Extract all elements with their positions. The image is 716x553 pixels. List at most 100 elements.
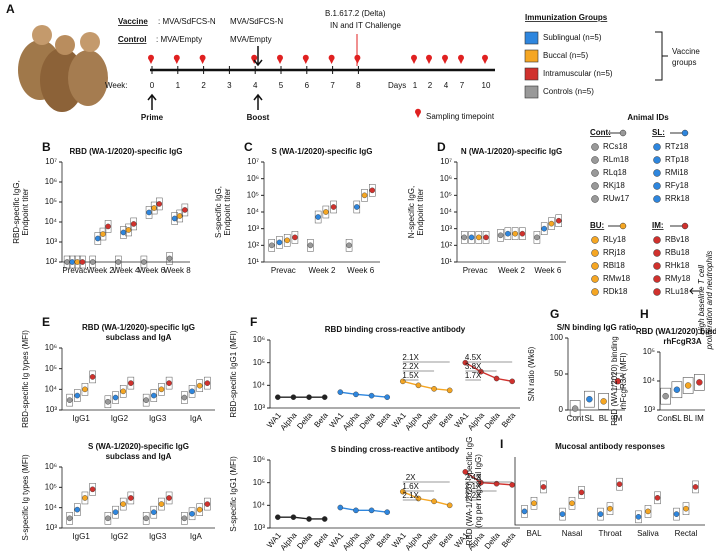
median-box xyxy=(578,486,585,499)
data-point xyxy=(478,368,484,375)
x-tick-label: Delta xyxy=(358,410,377,431)
data-point xyxy=(509,482,515,488)
data-point xyxy=(415,382,422,389)
series-line xyxy=(464,362,513,383)
data-point xyxy=(306,394,312,400)
y-tick-label: 10³ xyxy=(45,405,57,414)
data-point xyxy=(156,201,163,207)
animal-id: RHk18 xyxy=(665,261,690,270)
data-point xyxy=(696,379,703,386)
data-point xyxy=(150,392,157,399)
x-tick-label: Delta xyxy=(295,410,314,431)
day-number: 4 xyxy=(444,81,449,90)
sampling-marker xyxy=(251,54,258,64)
median-box xyxy=(519,227,526,240)
data-point xyxy=(105,223,111,230)
control-text: : MVA/Empty xyxy=(156,35,202,44)
week-number: 7 xyxy=(330,81,335,90)
animal-symbol xyxy=(591,288,599,296)
data-point xyxy=(321,516,328,522)
data-point xyxy=(171,215,178,222)
median-box xyxy=(598,393,609,410)
sampling-marker xyxy=(426,54,432,64)
y-tick-label: 10⁷ xyxy=(247,157,259,166)
data-point xyxy=(384,509,390,515)
median-box xyxy=(81,491,89,505)
data-point xyxy=(493,480,500,487)
data-point xyxy=(673,511,680,517)
y-axis-label: Endpoint titer xyxy=(223,188,232,235)
animal-symbol xyxy=(653,236,661,244)
data-point xyxy=(315,214,321,220)
week-number: 1 xyxy=(176,81,181,90)
animal-id: RLu18 xyxy=(665,287,689,296)
sampling-marker xyxy=(411,54,417,64)
y-tick-label: 10⁶ xyxy=(253,455,265,464)
animal-ids-title: Animal IDs xyxy=(627,113,669,122)
axis xyxy=(514,457,705,526)
y-tick-label: 10⁴ xyxy=(643,376,656,385)
median-box xyxy=(127,376,135,390)
x-tick-label: Beta xyxy=(437,410,455,429)
median-box xyxy=(497,229,504,242)
data-point xyxy=(112,394,119,401)
median-box xyxy=(559,507,566,521)
median-box xyxy=(314,210,322,224)
data-point xyxy=(321,394,328,400)
y-tick-label: 10⁶ xyxy=(45,343,57,352)
data-point xyxy=(290,514,297,520)
x-tick-label: IM xyxy=(613,414,622,423)
data-point xyxy=(275,394,281,400)
animal-id: RKj18 xyxy=(603,181,625,190)
x-tick-label: IgG1 xyxy=(72,414,90,423)
x-tick-label: Prevac xyxy=(463,266,488,275)
y-tick-label: 10⁵ xyxy=(45,482,57,491)
data-point xyxy=(559,511,566,517)
data-point xyxy=(82,386,88,393)
y-axis-label: S/N ratio (Wk6) xyxy=(527,346,536,401)
y-axis-label: S-specific IgG, xyxy=(214,186,223,238)
animal-symbol xyxy=(653,195,661,203)
data-point xyxy=(189,510,195,517)
series-line xyxy=(277,516,325,520)
y-tick-label: 10³ xyxy=(253,523,265,532)
y-tick-label: 10⁵ xyxy=(45,364,57,373)
data-point xyxy=(176,213,183,219)
data-point xyxy=(276,239,283,246)
median-box xyxy=(569,400,581,417)
data-point xyxy=(505,230,511,237)
median-box xyxy=(568,496,576,510)
panel-letter: E xyxy=(42,315,50,329)
data-point xyxy=(323,209,329,215)
data-point xyxy=(353,204,360,210)
x-tick-label: Cont xyxy=(657,414,675,423)
panel-letter: G xyxy=(550,307,559,321)
x-tick-label: Week 2 xyxy=(498,266,526,275)
days-label: Days xyxy=(388,81,406,90)
animal-id: RRk18 xyxy=(665,194,690,203)
data-point xyxy=(692,484,699,490)
panel-letter: H xyxy=(640,307,649,321)
animal-symbol xyxy=(653,288,661,296)
fold-change: 2.2X xyxy=(465,491,482,500)
data-point xyxy=(337,389,344,395)
median-box xyxy=(165,491,173,505)
fold-change: 2.1X xyxy=(402,491,419,500)
animal-symbol xyxy=(653,169,661,177)
y-tick-label: 10⁴ xyxy=(440,207,453,216)
challenge: B.1.617.2 (Delta) xyxy=(325,9,386,18)
y-tick-label: 100 xyxy=(550,333,564,342)
median-box xyxy=(504,227,512,240)
data-point xyxy=(540,484,547,490)
panel-letter: A xyxy=(6,2,15,16)
median-box xyxy=(361,189,368,202)
x-tick-label: Beta xyxy=(375,530,393,549)
median-box xyxy=(540,222,548,235)
data-point xyxy=(292,234,298,241)
y-tick-label: 10¹ xyxy=(247,257,259,266)
x-tick-label: SL xyxy=(672,414,682,423)
data-point xyxy=(130,221,137,227)
animal-id: RTz18 xyxy=(665,142,689,151)
median-box xyxy=(268,239,275,252)
median-box xyxy=(540,480,547,494)
